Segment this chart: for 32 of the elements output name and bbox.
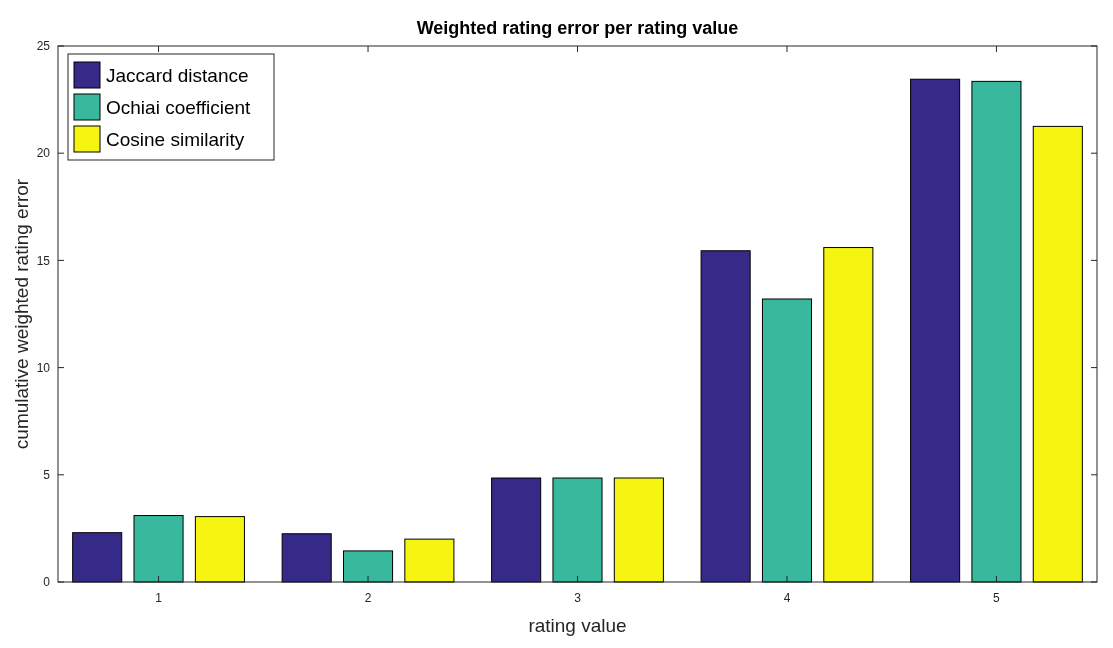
x-tick-label: 2 [364, 591, 372, 605]
bar [910, 78, 961, 583]
legend-label: Ochiai coefficient [106, 96, 252, 118]
bar [1032, 125, 1083, 583]
bar [404, 538, 455, 583]
y-tick-label: 0 [43, 575, 51, 590]
chart-title: Weighted rating error per rating value [416, 18, 739, 38]
bar [971, 80, 1022, 583]
y-tick-label: 25 [36, 39, 51, 54]
bar [823, 247, 874, 583]
x-tick-label: 4 [783, 591, 791, 605]
bar [700, 250, 751, 583]
bar [613, 477, 664, 583]
y-axis-title: cumulative weighted rating error [11, 178, 32, 450]
y-tick-label: 15 [36, 253, 51, 268]
bar [342, 550, 394, 583]
legend-label: Cosine similarity [106, 128, 245, 150]
bar [552, 477, 603, 583]
bar [194, 516, 245, 583]
x-tick-label: 5 [993, 591, 1001, 605]
y-tick-label: 10 [36, 360, 51, 375]
x-axis-title: rating value [528, 615, 627, 636]
bar [761, 298, 813, 583]
bar [133, 515, 184, 583]
y-tick-label: 5 [43, 468, 51, 482]
bar [72, 532, 123, 583]
legend-label: Jaccard distance [106, 64, 249, 86]
y-tick-label: 20 [36, 146, 51, 161]
x-tick-label: 3 [574, 591, 582, 605]
bar [491, 477, 542, 583]
x-tick-label: 1 [155, 591, 163, 605]
bar [281, 533, 332, 583]
